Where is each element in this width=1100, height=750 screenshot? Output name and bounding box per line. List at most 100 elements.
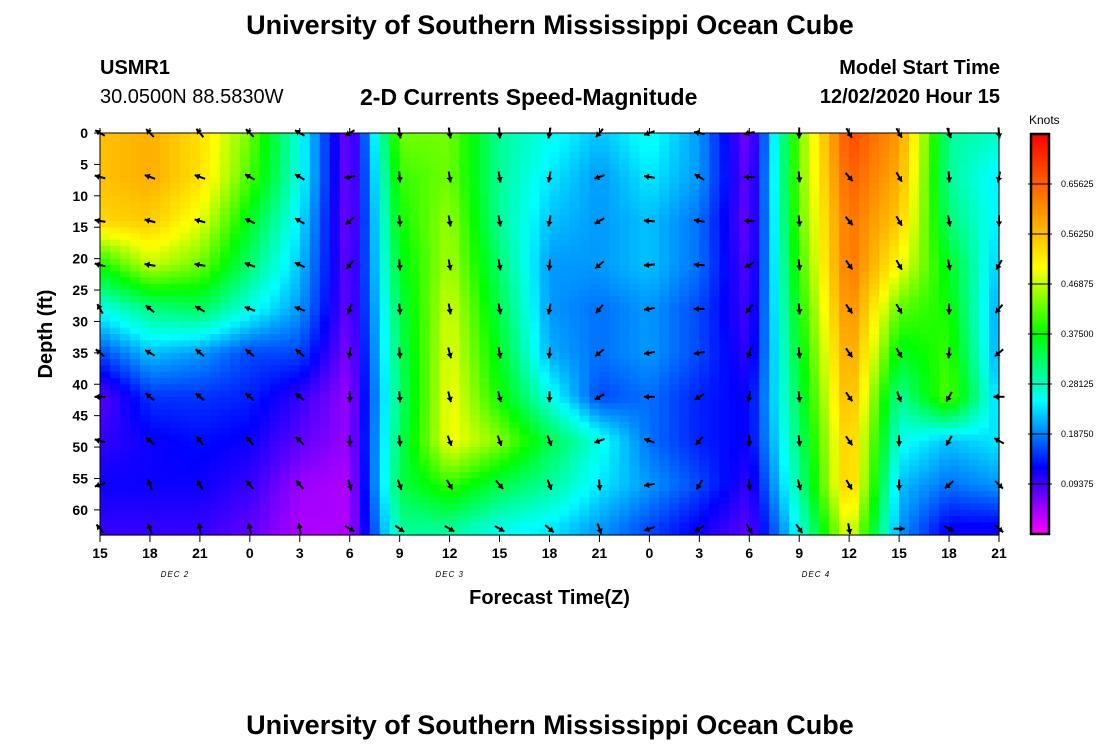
heat-cell (589, 145, 601, 153)
heat-cell (249, 233, 261, 241)
heat-cell (849, 371, 860, 379)
heat-cell (679, 315, 690, 323)
heat-cell (299, 139, 311, 147)
heat-cell (109, 334, 121, 341)
heat-cell (429, 139, 441, 147)
heat-cell (839, 214, 850, 222)
heat-cell (849, 302, 860, 310)
heat-cell (229, 377, 241, 385)
heat-cell (919, 239, 930, 247)
heat-cell (179, 189, 191, 197)
heat-cell (569, 321, 581, 329)
heat-cell (319, 220, 331, 228)
heat-cell (599, 465, 611, 473)
heat-cell (199, 183, 211, 191)
heat-cell (109, 478, 121, 486)
heat-cell (779, 377, 790, 385)
heat-cell (389, 434, 401, 442)
heat-cell (439, 214, 451, 222)
heat-cell (359, 252, 371, 260)
heat-cell (299, 246, 311, 253)
heat-cell (569, 208, 581, 216)
heat-cell (569, 233, 581, 241)
heat-cell (609, 227, 621, 235)
heat-cell (729, 183, 740, 191)
heat-cell (349, 290, 361, 297)
heat-cell (699, 409, 710, 417)
heat-cell (939, 233, 950, 241)
heat-cell (839, 133, 850, 140)
heat-cell (689, 434, 700, 442)
heat-cell (169, 158, 181, 166)
heat-cell (239, 434, 251, 442)
heat-cell (929, 409, 940, 417)
heat-cell (539, 440, 551, 448)
heat-cell (359, 239, 371, 247)
heat-cell (929, 384, 940, 392)
heat-cell (779, 334, 790, 341)
heat-cell (649, 195, 660, 203)
heat-cell (299, 283, 311, 291)
heat-cell (959, 302, 970, 310)
heat-cell (539, 183, 551, 191)
heat-cell (399, 447, 411, 454)
heat-cell (869, 352, 880, 360)
heat-cell (369, 133, 381, 140)
heat-cell (519, 183, 531, 191)
heat-cell (799, 195, 810, 203)
heat-cell (169, 164, 181, 172)
heat-cell (429, 239, 441, 247)
heat-cell (989, 277, 1000, 285)
heat-cell (449, 164, 461, 172)
heat-cell (539, 189, 551, 197)
heat-cell (699, 176, 710, 184)
heat-cell (219, 327, 231, 335)
heat-cell (129, 133, 141, 140)
heat-cell (399, 315, 411, 323)
heat-cell (569, 334, 581, 341)
heat-cell (499, 334, 511, 341)
heat-cell (949, 151, 960, 159)
heat-cell (179, 170, 191, 178)
heat-cell (639, 283, 650, 291)
heat-cell (719, 440, 730, 448)
heat-cell (149, 340, 161, 348)
heat-cell (989, 415, 1000, 423)
heat-cell (969, 321, 980, 329)
heat-cell (389, 195, 401, 203)
heat-cell (289, 352, 301, 360)
heat-cell (719, 170, 730, 178)
heat-cell (199, 465, 211, 473)
heat-cell (459, 202, 471, 209)
heat-cell (319, 453, 331, 461)
heat-cell (309, 384, 321, 392)
heat-cell (869, 465, 880, 473)
heat-cell (679, 164, 690, 172)
heat-cell (439, 290, 451, 297)
heat-cell (989, 421, 1000, 429)
heat-cell (589, 139, 601, 147)
heat-cell (589, 183, 601, 191)
heat-cell (269, 334, 281, 341)
heat-cell (369, 321, 381, 329)
heat-cell (179, 434, 191, 442)
heat-cell (729, 133, 740, 140)
heat-cell (479, 246, 491, 253)
heat-cell (729, 321, 740, 329)
heat-cell (309, 239, 321, 247)
heat-cell (789, 208, 800, 216)
heat-cell (759, 428, 770, 436)
heat-cell (719, 183, 730, 191)
heat-cell (319, 183, 331, 191)
heat-cell (749, 447, 760, 454)
heat-cell (579, 220, 591, 228)
heat-cell (149, 277, 161, 285)
heat-cell (469, 290, 481, 297)
heat-cell (369, 409, 381, 417)
heat-cell (379, 371, 391, 379)
heat-cell (419, 434, 431, 442)
heat-cell (959, 472, 970, 480)
heat-cell (759, 453, 770, 461)
heat-cell (449, 396, 461, 404)
